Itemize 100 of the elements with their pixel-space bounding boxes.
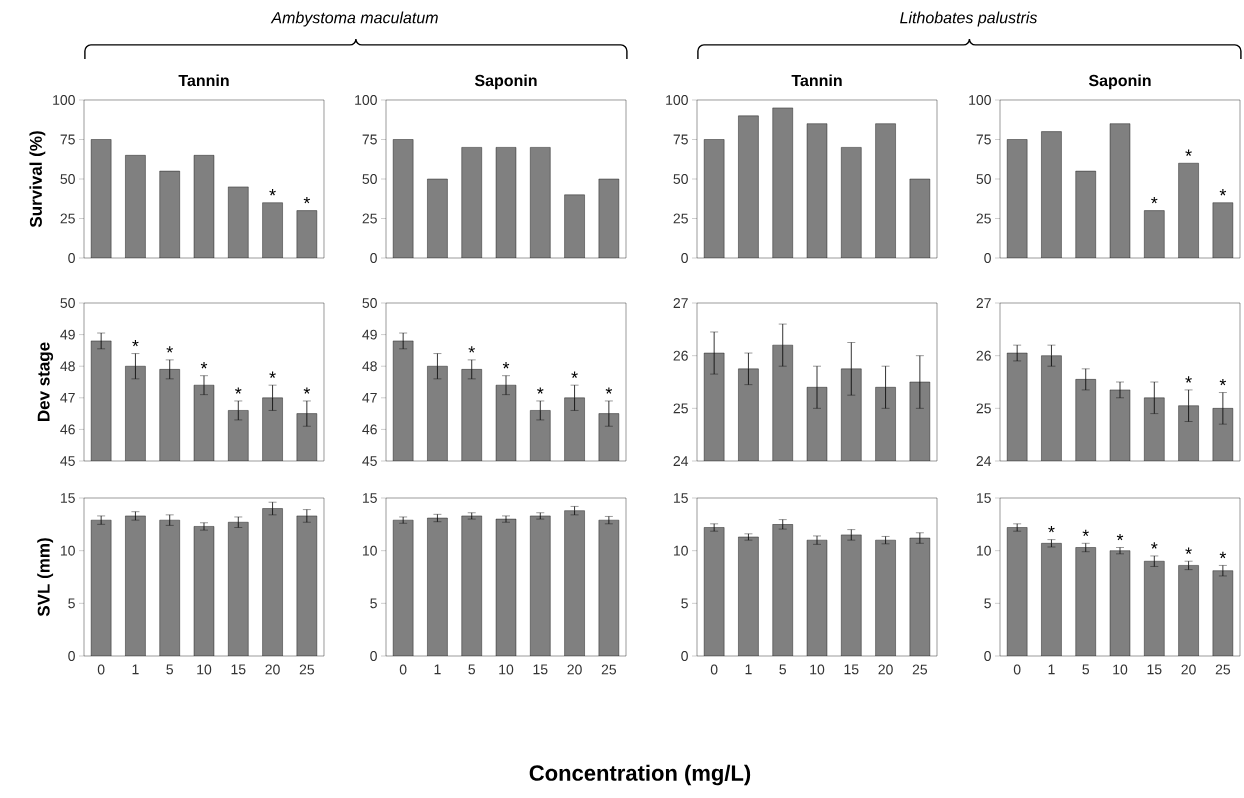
x-tick-label: 15 <box>231 664 246 675</box>
y-axis-title: Dev stage <box>37 342 54 422</box>
x-tick-label: 1 <box>1048 664 1055 675</box>
bar <box>1006 527 1028 657</box>
bar <box>1212 570 1234 657</box>
bar <box>159 519 180 657</box>
y-tick-label: 100 <box>969 95 991 105</box>
y-tick-label: 15 <box>976 493 991 503</box>
y-tick-label: 25 <box>976 213 991 224</box>
data-label: * <box>1185 376 1192 383</box>
x-tick-label: 10 <box>197 664 212 675</box>
bar <box>1075 170 1096 258</box>
data-label: * <box>1116 533 1124 541</box>
bar <box>1109 550 1131 657</box>
bar <box>1144 210 1165 258</box>
x-tick-label: 0 <box>710 664 718 675</box>
y-tick-label: 15 <box>673 493 688 503</box>
y-tick-label: 27 <box>976 298 991 308</box>
x-tick-label: 20 <box>878 664 893 675</box>
bar <box>1178 565 1199 657</box>
data-label: * <box>200 362 208 369</box>
y-tick-label: 48 <box>60 361 75 372</box>
y-tick-label: 10 <box>976 545 991 556</box>
bar <box>1178 163 1199 258</box>
bar <box>461 147 482 258</box>
x-tick-label: 5 <box>166 664 174 675</box>
y-tick-label: 50 <box>362 174 377 184</box>
y-tick-label: 47 <box>60 393 75 403</box>
text: Concentration (mg/L) <box>529 764 751 786</box>
data-label: * <box>1151 197 1158 204</box>
bar <box>1041 131 1062 258</box>
chart-title: Tannin <box>791 74 842 87</box>
y-tick-label: 27 <box>673 298 688 308</box>
bar <box>841 147 862 258</box>
y-tick-label: 75 <box>673 134 688 145</box>
y-tick-label: 0 <box>68 651 75 661</box>
x-tick-label: 0 <box>1013 664 1021 675</box>
data-label: * <box>269 371 276 378</box>
x-tick-label: 5 <box>1082 664 1090 675</box>
y-tick-label: 15 <box>60 493 75 503</box>
y-tick-label: 5 <box>68 598 75 609</box>
x-tick-label: 25 <box>299 664 315 675</box>
data-label: * <box>571 371 578 378</box>
bar <box>125 155 146 258</box>
x-tick-label: 20 <box>265 664 280 675</box>
y-tick-label: 0 <box>68 253 75 263</box>
y-tick-label: 100 <box>53 95 75 105</box>
data-label: * <box>1219 378 1227 386</box>
y-tick-label: 75 <box>362 134 377 145</box>
y-tick-label: 48 <box>362 361 377 372</box>
y-tick-label: 26 <box>976 350 991 361</box>
data-label: * <box>303 387 311 394</box>
x-tick-label: 10 <box>1113 664 1128 675</box>
bar <box>90 519 112 657</box>
y-axis-title: Survival (%) <box>29 131 46 228</box>
bar <box>262 202 283 258</box>
y-tick-label: 47 <box>362 393 377 403</box>
y-tick-label: 50 <box>362 298 377 308</box>
bar <box>159 170 180 258</box>
y-tick-label: 0 <box>681 651 688 661</box>
y-tick-label: 100 <box>355 95 377 105</box>
y-tick-label: 49 <box>60 329 75 340</box>
y-tick-label: 50 <box>976 174 991 184</box>
y-tick-label: 50 <box>60 298 75 308</box>
data-label: * <box>1219 551 1227 559</box>
data-label: * <box>132 339 139 347</box>
y-tick-label: 46 <box>60 424 75 435</box>
bar <box>427 178 448 258</box>
text: Ambystoma maculatum <box>270 11 438 27</box>
bar <box>125 515 146 657</box>
x-tick-label: 15 <box>844 664 859 675</box>
x-tick-label: 10 <box>499 664 514 675</box>
data-label: * <box>166 346 173 353</box>
data-label: * <box>1185 547 1192 554</box>
y-tick-label: 50 <box>60 174 75 184</box>
x-tick-label: 5 <box>779 664 787 675</box>
data-label: * <box>1082 529 1089 537</box>
y-tick-label: 24 <box>976 456 992 466</box>
data-label: * <box>605 387 613 394</box>
x-tick-label: 5 <box>468 664 476 675</box>
y-tick-label: 25 <box>976 403 991 414</box>
x-tick-label: 25 <box>1215 664 1231 675</box>
bar <box>296 515 318 657</box>
x-tick-label: 0 <box>399 664 407 675</box>
bar <box>193 526 215 657</box>
data-label: * <box>1185 149 1192 156</box>
bar <box>530 147 551 258</box>
data-label: * <box>1219 189 1227 196</box>
y-tick-label: 49 <box>362 329 377 340</box>
y-tick-label: 100 <box>666 95 688 105</box>
chart-title: Tannin <box>178 74 229 87</box>
bar <box>262 508 283 657</box>
y-tick-label: 5 <box>370 598 377 609</box>
y-tick-label: 75 <box>60 134 75 145</box>
chart-title: Saponin <box>474 74 537 90</box>
data-label: * <box>1151 542 1158 549</box>
x-tick-label: 20 <box>567 664 582 675</box>
y-tick-label: 10 <box>60 545 75 556</box>
x-tick-label: 25 <box>601 664 617 675</box>
data-label: * <box>269 189 276 196</box>
